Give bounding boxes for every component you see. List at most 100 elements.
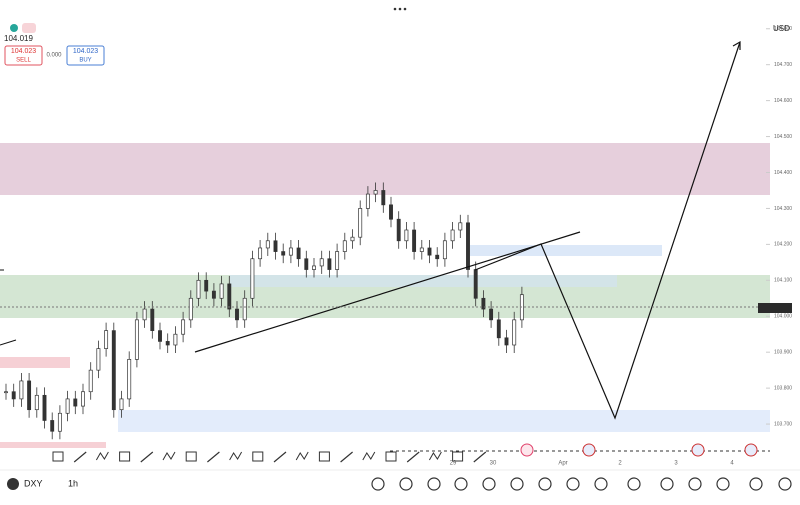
- icon-glyph: [371, 477, 385, 491]
- tool-button[interactable]: [140, 451, 154, 463]
- toolbar-button[interactable]: [660, 477, 674, 491]
- candle: [365, 193, 370, 209]
- tool-button[interactable]: [452, 451, 464, 462]
- tool-button[interactable]: [340, 451, 353, 463]
- candle: [34, 394, 39, 411]
- toolbar-button[interactable]: [454, 477, 468, 491]
- tool-button[interactable]: [428, 451, 442, 461]
- icon-glyph: [688, 477, 702, 491]
- event-icon[interactable]: [744, 443, 758, 457]
- icon-glyph: [716, 477, 730, 491]
- event-icon[interactable]: [691, 443, 705, 457]
- candle: [512, 319, 517, 346]
- candle: [350, 236, 355, 242]
- event-icon[interactable]: [520, 443, 534, 457]
- tool-glyph: [95, 451, 109, 461]
- tool-button[interactable]: [295, 451, 309, 461]
- candle: [150, 308, 155, 331]
- currency[interactable]: USD: [773, 24, 790, 33]
- date-label: 2: [618, 461, 622, 467]
- tool-glyph: [207, 451, 220, 463]
- toolbar-button[interactable]: [510, 477, 524, 491]
- supply-zone: [0, 143, 770, 195]
- tool-button[interactable]: [252, 451, 264, 462]
- tool-glyph: [362, 451, 376, 461]
- tool-button[interactable]: [229, 451, 243, 461]
- candle: [73, 398, 78, 407]
- candle: [304, 258, 309, 270]
- tool-button[interactable]: [207, 451, 220, 463]
- sell-button[interactable]: [4, 45, 43, 66]
- toolbar-button[interactable]: [749, 477, 763, 491]
- candle: [127, 359, 132, 400]
- candle: [489, 308, 494, 321]
- icon-glyph: [627, 477, 641, 491]
- toolbar-button[interactable]: [538, 477, 552, 491]
- toolbar-button[interactable]: [688, 477, 702, 491]
- candle: [450, 229, 455, 242]
- menu-dots[interactable]: [393, 7, 407, 11]
- chart-zones: [0, 143, 770, 448]
- symbol[interactable]: DXY: [24, 478, 43, 488]
- tool-button[interactable]: [362, 451, 376, 461]
- toolbar-button[interactable]: [371, 477, 385, 491]
- candle: [250, 258, 255, 299]
- candle: [435, 254, 440, 260]
- toolbar-button[interactable]: [482, 477, 496, 491]
- interval[interactable]: 1h: [68, 478, 78, 488]
- candle: [4, 391, 8, 394]
- tool-button[interactable]: [162, 451, 176, 461]
- candle: [19, 380, 24, 400]
- candles: [4, 182, 524, 440]
- tool-button[interactable]: [73, 451, 87, 463]
- toolbar-button[interactable]: [716, 477, 730, 491]
- tool-button[interactable]: [406, 451, 420, 463]
- small-zone: [0, 442, 106, 448]
- candle: [404, 229, 409, 242]
- candle: [65, 398, 70, 414]
- candle: [427, 247, 432, 256]
- tool-button[interactable]: [318, 451, 330, 462]
- tool-button[interactable]: [119, 451, 131, 462]
- candle: [134, 319, 139, 360]
- tool-button[interactable]: [273, 451, 287, 463]
- toolbar-button[interactable]: [627, 477, 641, 491]
- candle: [358, 208, 363, 238]
- buy-button[interactable]: [66, 45, 105, 66]
- toolbar-button[interactable]: [427, 477, 441, 491]
- candle: [196, 279, 201, 299]
- tool-glyph: [428, 451, 442, 461]
- tool-glyph: [318, 451, 330, 462]
- toolbar-button[interactable]: [399, 477, 413, 491]
- tool-glyph: [295, 451, 309, 461]
- bottom-icons: [371, 477, 792, 491]
- tool-button[interactable]: [473, 451, 487, 463]
- candle: [96, 348, 101, 371]
- sell-price: 104.023: [11, 48, 36, 55]
- tool-glyph: [252, 451, 264, 462]
- icon-glyph: [749, 477, 763, 491]
- dot: [403, 7, 407, 11]
- candle: [281, 251, 286, 256]
- tool-button[interactable]: [95, 451, 109, 461]
- tool-glyph: [162, 451, 176, 461]
- candle: [158, 330, 162, 342]
- y-tick-label: 104.800: [774, 26, 792, 32]
- tool-glyph: [140, 451, 154, 463]
- candle: [88, 369, 93, 393]
- y-tick-label: 104.100: [774, 278, 792, 284]
- icon-glyph: [482, 477, 496, 491]
- event-icon[interactable]: [582, 443, 596, 457]
- tool-glyph: [229, 451, 243, 461]
- tool-button[interactable]: [52, 451, 64, 462]
- tool-button[interactable]: [185, 451, 197, 462]
- tool-button[interactable]: [385, 451, 397, 462]
- candle: [242, 297, 247, 321]
- icon-glyph: [594, 477, 608, 491]
- y-tick-label: 103.800: [774, 385, 792, 391]
- toolbar-button[interactable]: [594, 477, 608, 491]
- toolbar-button[interactable]: [566, 477, 580, 491]
- candle: [173, 333, 178, 346]
- candle: [273, 240, 278, 252]
- toolbar-button[interactable]: [778, 477, 792, 491]
